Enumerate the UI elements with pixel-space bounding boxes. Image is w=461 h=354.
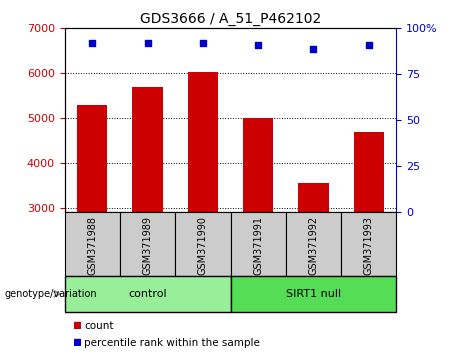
Text: GSM371993: GSM371993 (364, 216, 374, 275)
Point (310, 46, 317, 51)
Point (144, 40, 151, 46)
Bar (77, 105, 107, 212)
Point (254, 42, 262, 48)
Bar (75, 322, 80, 328)
Bar (286, 212, 341, 276)
Bar (65, 276, 230, 312)
Text: GSM371991: GSM371991 (253, 216, 263, 275)
Text: count: count (84, 321, 114, 331)
Bar (230, 276, 396, 312)
Bar (75, 339, 80, 345)
Bar (175, 212, 230, 276)
Bar (188, 72, 218, 212)
Text: percentile rank within the sample: percentile rank within the sample (84, 338, 260, 348)
Point (365, 42, 372, 48)
Bar (298, 183, 329, 212)
Text: GDS3666 / A_51_P462102: GDS3666 / A_51_P462102 (140, 12, 321, 27)
Bar (65, 212, 120, 276)
Text: SIRT1 null: SIRT1 null (286, 289, 341, 299)
Text: genotype/variation: genotype/variation (5, 289, 97, 299)
Bar (132, 87, 163, 212)
Text: GSM371988: GSM371988 (87, 216, 97, 275)
Text: control: control (128, 289, 167, 299)
Bar (230, 212, 286, 276)
Text: GSM371992: GSM371992 (308, 216, 319, 275)
Bar (243, 118, 273, 212)
Bar (354, 132, 384, 212)
Text: GSM371990: GSM371990 (198, 216, 208, 275)
Text: GSM371989: GSM371989 (142, 216, 153, 275)
Bar (341, 212, 396, 276)
Point (89, 40, 96, 46)
Bar (120, 212, 175, 276)
Point (199, 40, 207, 46)
